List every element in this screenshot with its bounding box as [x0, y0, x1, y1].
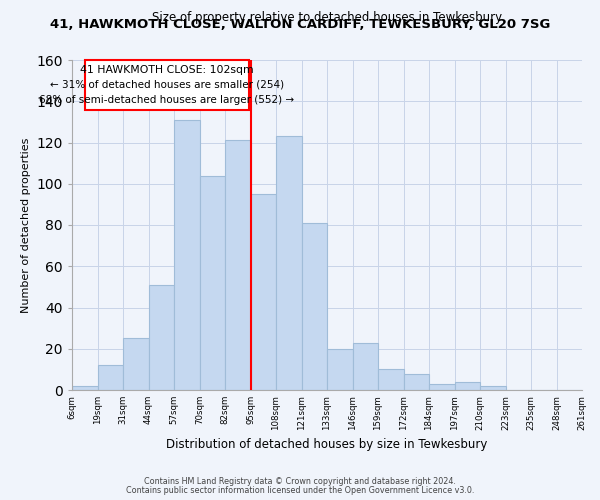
Text: 41, HAWKMOTH CLOSE, WALTON CARDIFF, TEWKESBURY, GL20 7SG: 41, HAWKMOTH CLOSE, WALTON CARDIFF, TEWK… [50, 18, 550, 30]
Bar [251, 194, 276, 390]
Bar [225, 140, 251, 390]
Bar [480, 386, 505, 390]
Bar [353, 342, 378, 390]
Y-axis label: Number of detached properties: Number of detached properties [21, 138, 31, 312]
Bar [199, 176, 225, 390]
FancyBboxPatch shape [85, 60, 249, 110]
Bar [455, 382, 480, 390]
Bar [72, 386, 97, 390]
Bar [149, 285, 174, 390]
Text: 41 HAWKMOTH CLOSE: 102sqm: 41 HAWKMOTH CLOSE: 102sqm [80, 65, 254, 75]
Title: Size of property relative to detached houses in Tewkesbury: Size of property relative to detached ho… [152, 11, 502, 24]
Text: Contains public sector information licensed under the Open Government Licence v3: Contains public sector information licen… [126, 486, 474, 495]
Bar [327, 349, 353, 390]
Text: Contains HM Land Registry data © Crown copyright and database right 2024.: Contains HM Land Registry data © Crown c… [144, 477, 456, 486]
Bar [302, 223, 327, 390]
Bar [404, 374, 429, 390]
Bar [123, 338, 149, 390]
Text: ← 31% of detached houses are smaller (254): ← 31% of detached houses are smaller (25… [50, 80, 284, 90]
Bar [378, 370, 404, 390]
Bar [429, 384, 455, 390]
Bar [276, 136, 302, 390]
Text: 68% of semi-detached houses are larger (552) →: 68% of semi-detached houses are larger (… [40, 94, 295, 104]
X-axis label: Distribution of detached houses by size in Tewkesbury: Distribution of detached houses by size … [166, 438, 488, 451]
Bar [174, 120, 199, 390]
Bar [97, 365, 123, 390]
